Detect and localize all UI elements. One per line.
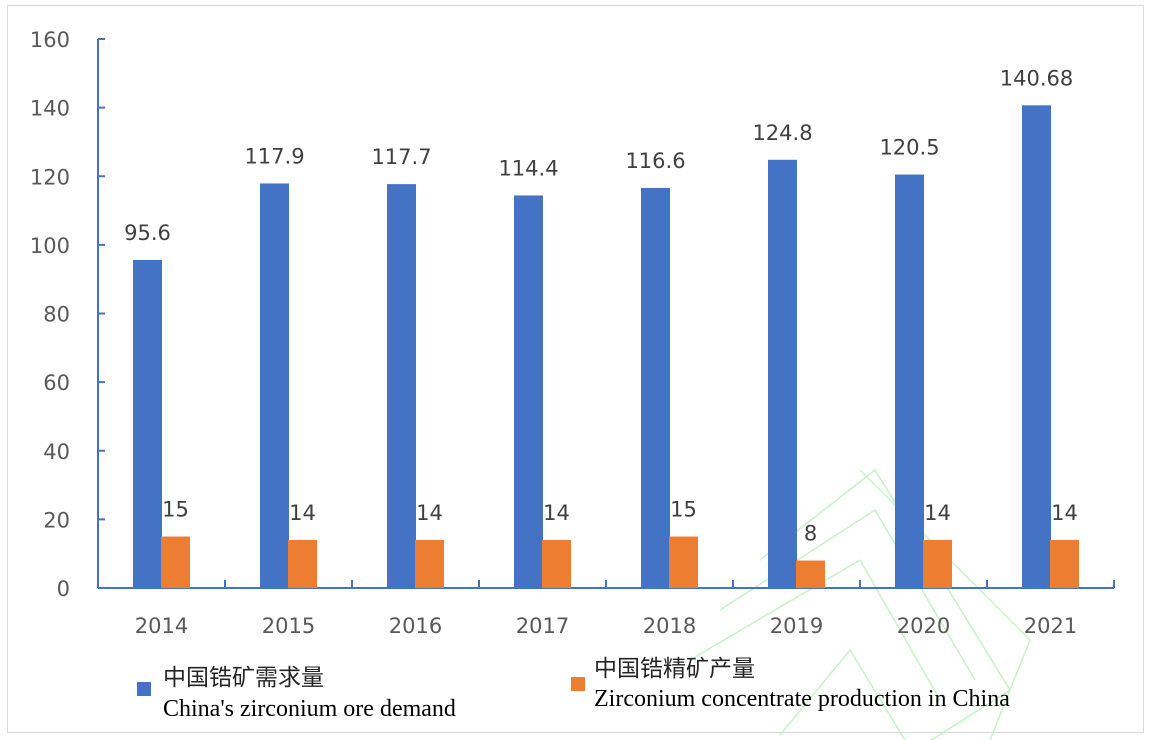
x-tick-label: 2019 [770,614,823,638]
x-tick-label: 2018 [643,614,696,638]
x-tick-label: 2014 [135,614,188,638]
y-tick-label: 0 [57,577,70,601]
data-label-demand: 117.7 [371,145,431,169]
bar-demand [895,174,924,589]
legend-item-production: 中国锆精矿产量 Zirconium concentrate production… [571,656,1010,712]
bar-demand [1022,105,1051,588]
y-tick-label: 120 [30,165,70,189]
y-tick-label: 100 [30,234,70,258]
x-tick-label: 2021 [1024,614,1077,638]
bar-demand [514,195,543,588]
data-label-demand: 120.5 [879,136,939,160]
data-label-production: 15 [670,498,697,522]
legend-item-demand: 中国锆矿需求量 China's zirconium ore demand [137,665,456,722]
data-label-production: 15 [162,498,189,522]
bar-demand [260,183,289,588]
legend-label-demand-en: China's zirconium ore demand [163,696,456,722]
legend-swatch-demand [137,682,151,696]
y-tick-label: 140 [30,97,70,121]
bar-production [288,539,317,588]
data-label-production: 14 [543,501,570,525]
bar-production [542,539,571,588]
legend-swatch-production [571,677,585,691]
bar-production [1050,539,1079,588]
bar-production [415,539,444,588]
legend: 中国锆矿需求量 China's zirconium ore demand 中国锆… [137,656,1010,722]
y-axis-ticks: 0 20 40 60 80 100 120 140 160 [30,28,105,601]
axes [97,39,1114,589]
data-label-demand: 117.9 [244,144,304,168]
bar-demand [133,259,162,588]
x-tick-label: 2020 [897,614,950,638]
bar-production [796,560,825,588]
data-label-production: 14 [289,501,316,525]
y-tick-label: 20 [43,508,70,532]
bar-demand [768,159,797,588]
data-label-production: 8 [804,522,817,546]
y-tick-label: 160 [30,28,70,52]
data-label-demand: 116.6 [625,149,685,173]
x-axis-ticks: 2014 2015 2016 2017 2018 2019 2020 2021 [135,580,1115,638]
bar-production [161,536,190,588]
legend-label-production-cn: 中国锆精矿产量 [594,656,755,682]
x-tick-label: 2017 [516,614,569,638]
data-label-production: 14 [924,501,951,525]
bar-production [669,536,698,588]
bar-demand [641,187,670,588]
y-tick-label: 80 [43,303,70,327]
bar-demand [387,184,416,588]
legend-label-production-en: Zirconium concentrate production in Chin… [594,686,1010,712]
bar-production [923,539,952,588]
data-label-demand: 95.6 [124,221,171,245]
data-label-demand: 124.8 [752,121,812,145]
x-tick-label: 2016 [389,614,442,638]
legend-label-demand-cn: 中国锆矿需求量 [163,665,324,691]
data-label-production: 14 [416,501,443,525]
y-tick-label: 40 [43,440,70,464]
data-label-demand: 140.68 [1000,66,1073,90]
bars [133,105,1079,589]
chart-frame [7,5,1144,733]
data-labels: 95.6 117.9 117.7 114.4 116.6 124.8 120.5 140.68… [124,66,1078,545]
y-tick-label: 60 [43,371,70,395]
x-tick-label: 2015 [262,614,315,638]
data-label-demand: 114.4 [498,156,558,180]
data-label-production: 14 [1051,501,1078,525]
